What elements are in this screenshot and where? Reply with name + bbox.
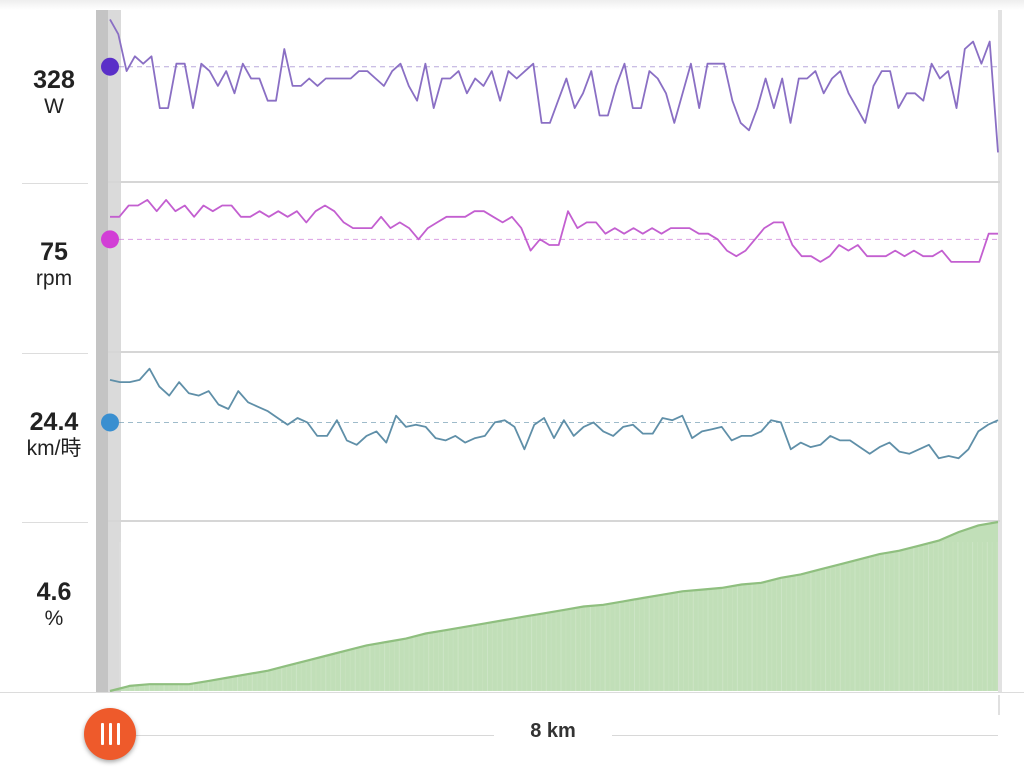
series-line (109, 18, 999, 153)
metric-speed: 24.4 km/時 (0, 408, 108, 462)
current-value-dot (101, 413, 119, 432)
label-separator (22, 353, 88, 354)
current-value-dot (101, 230, 119, 249)
gradient-unit: % (44, 607, 64, 630)
timeline-track-right (612, 735, 998, 736)
series-line (109, 367, 999, 460)
speed-value: 24.4 (29, 408, 79, 436)
label-separator (22, 522, 88, 523)
left-shade-bar (96, 10, 108, 692)
label-separator (22, 183, 88, 184)
current-value-dot (101, 57, 119, 76)
timeline-scrubber-handle[interactable] (84, 708, 136, 760)
metric-cadence: 75 rpm (0, 238, 108, 292)
gradient-line (109, 520, 999, 693)
timeline-end-tick (998, 695, 1000, 715)
grip-icon (116, 723, 120, 745)
power-unit: W (44, 95, 64, 118)
series-line (110, 198, 998, 263)
metric-power: 328 W (0, 66, 108, 120)
metric-gradient: 4.6 % (0, 578, 108, 632)
cadence-unit: rpm (35, 267, 73, 290)
cadence-value: 75 (40, 238, 68, 266)
grip-icon (100, 723, 104, 745)
gradient-area (110, 522, 998, 691)
gradient-value: 4.6 (36, 578, 72, 606)
distance-label: 8 km (530, 720, 576, 742)
top-edge (0, 0, 1024, 10)
grip-icon (108, 723, 112, 745)
timeline-track-left (136, 735, 494, 736)
speed-unit: km/時 (26, 437, 82, 460)
timeline-divider (0, 692, 1024, 693)
power-value: 328 (33, 66, 75, 94)
